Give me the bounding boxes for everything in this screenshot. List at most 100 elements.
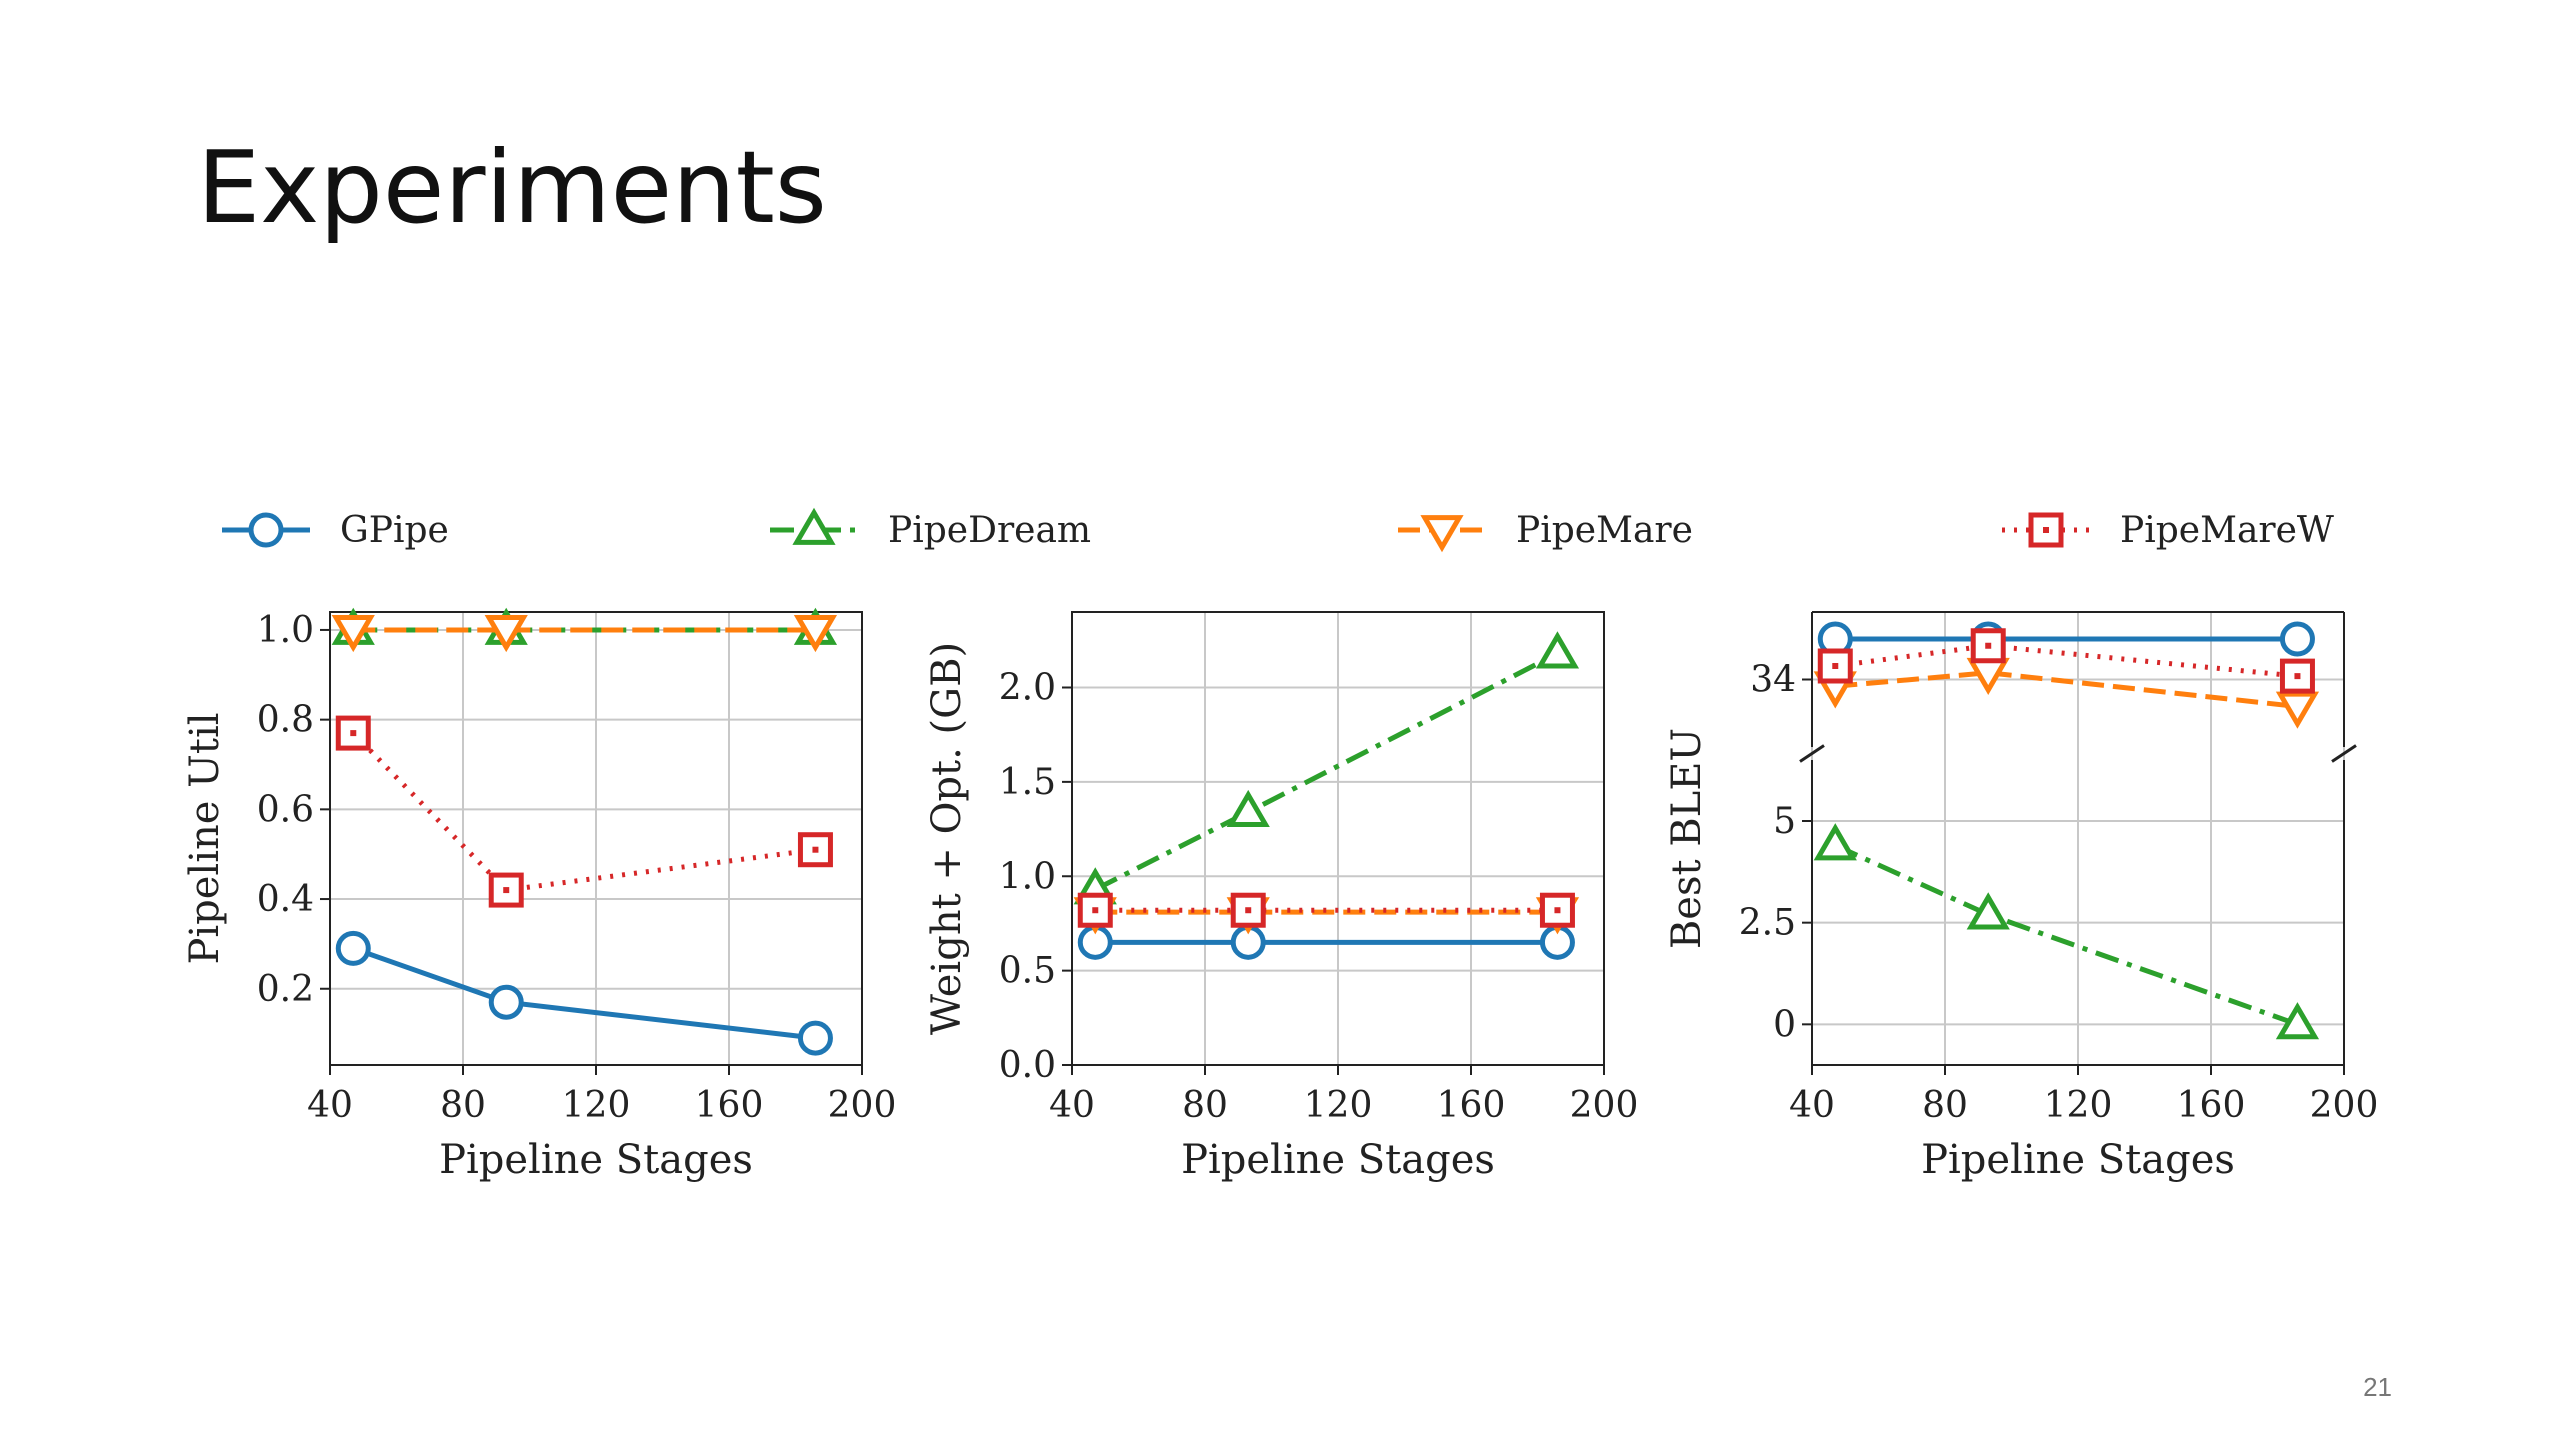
- series-gpipe: [1077, 924, 1575, 960]
- data-point: [488, 872, 524, 908]
- data-point-dot: [812, 846, 819, 853]
- series-pipemare: [331, 615, 838, 653]
- data-point: [2275, 1002, 2320, 1040]
- x-tick-label: 160: [695, 1085, 764, 1126]
- series-line: [352, 946, 816, 1041]
- y-tick-label: 5: [1773, 801, 1796, 842]
- series-line: [1094, 651, 1559, 892]
- series-line: [1834, 643, 2298, 679]
- series-pipemarew: [1077, 892, 1575, 928]
- y-tick-label: 0: [1773, 1004, 1796, 1045]
- legend-label: PipeMare: [1516, 510, 1693, 551]
- legend: GPipe PipeDream PipeMare PipeMareW: [222, 507, 2334, 553]
- y-tick-label: 2.5: [1739, 903, 1796, 944]
- legend-marker-triangle-down: [1420, 515, 1464, 553]
- data-point-dot: [350, 730, 357, 737]
- legend-label: GPipe: [340, 510, 449, 551]
- y-tick-label: 1.0: [257, 610, 314, 651]
- data-point: [1230, 892, 1266, 928]
- data-point: [1077, 892, 1113, 928]
- data-point: [335, 930, 371, 966]
- series-pipemare: [1813, 657, 2320, 729]
- data-point: [2275, 691, 2320, 729]
- legend-marker-triangle-up: [792, 507, 836, 545]
- x-tick-label: 120: [1304, 1085, 1373, 1126]
- y-tick-label: 1.0: [999, 856, 1056, 897]
- legend-item-pipemare: PipeMare: [1398, 510, 1693, 553]
- data-point: [1966, 892, 2010, 930]
- x-tick-label: 80: [1182, 1085, 1228, 1126]
- legend-marker-square-dot: [2043, 527, 2049, 533]
- plot-frame: [1071, 611, 1605, 1066]
- axis-break-mark: [2331, 744, 2357, 763]
- chart-panel-2: 40 80 120 160 200 0.0 0.5 1.0 1.5 2.0 Pipeline Sta…: [924, 611, 1639, 1183]
- x-tick-label: 40: [307, 1085, 353, 1126]
- x-axis-label: Pipeline Stages: [1181, 1137, 1495, 1183]
- data-point: [1813, 823, 1857, 861]
- y-tick-label: 34: [1750, 660, 1796, 701]
- y-tick-label: 0.5: [999, 951, 1056, 992]
- x-tick-label: 200: [2310, 1085, 2379, 1126]
- y-axis-label: Weight + Opt. (GB): [924, 642, 970, 1035]
- y-tick-label: 2.0: [999, 668, 1056, 709]
- series-pipedream: [1813, 823, 2320, 1040]
- data-point-dot: [1832, 663, 1839, 669]
- legend-item-pipemarew: PipeMareW: [2002, 510, 2334, 551]
- data-point: [484, 615, 528, 653]
- legend-marker-circle: [248, 512, 284, 548]
- data-point-dot: [1985, 642, 1992, 649]
- y-tick-label: 0.4: [257, 879, 314, 920]
- data-point: [793, 615, 838, 653]
- x-tick-label: 120: [2044, 1085, 2113, 1126]
- y-axis-label: Pipeline Util: [182, 712, 228, 964]
- legend-item-pipedream: PipeDream: [770, 507, 1091, 551]
- data-point-dot: [1092, 907, 1099, 914]
- y-tick-label: 0.8: [257, 700, 314, 741]
- chart-panel-1: 40 80 120 160 200 0.2 0.4 0.6 0.8 1.0 Pipeline Sta…: [182, 607, 897, 1183]
- y-tick-label: 0.2: [257, 969, 314, 1010]
- series-pipemarew: [1817, 628, 2315, 694]
- y-axis-label: Best BLEU: [1664, 728, 1710, 949]
- x-tick-label: 40: [1049, 1085, 1095, 1126]
- series-line: [1834, 843, 2299, 1027]
- y-tick-label: 0.6: [257, 789, 314, 830]
- data-point-dot: [1245, 907, 1252, 914]
- series-line: [1835, 670, 2298, 709]
- data-point: [2279, 621, 2315, 657]
- legend-item-gpipe: GPipe: [222, 510, 449, 551]
- x-axis-label: Pipeline Stages: [439, 1137, 753, 1183]
- data-point-dot: [503, 887, 510, 894]
- x-tick-label: 160: [1437, 1085, 1506, 1126]
- x-tick-label: 80: [1922, 1085, 1968, 1126]
- data-point: [797, 832, 833, 868]
- plot-frame: [329, 611, 863, 1066]
- y-tick-label: 0.0: [999, 1045, 1056, 1086]
- x-axis-label: Pipeline Stages: [1921, 1137, 2235, 1183]
- x-tick-label: 200: [1570, 1085, 1639, 1126]
- x-tick-label: 120: [562, 1085, 631, 1126]
- series-pipemare: [1073, 897, 1580, 935]
- x-tick-label: 80: [440, 1085, 486, 1126]
- series-pipedream: [1073, 631, 1580, 905]
- chart-panel-3: 40 80 120 160 200 Pipeline Stages Best BLEU 34 0…: [1664, 611, 2379, 1183]
- chart-panels: 40 80 120 160 200 0.2 0.4 0.6 0.8 1.0 Pipeline Sta…: [182, 607, 2379, 1183]
- axis-break-mark: [1799, 744, 1825, 763]
- data-point: [488, 984, 524, 1020]
- series-gpipe: [335, 930, 833, 1056]
- y-tick-label: 1.5: [999, 762, 1056, 803]
- data-point: [331, 615, 375, 653]
- legend-label: PipeDream: [888, 510, 1091, 551]
- series-gpipe: [1817, 621, 2315, 657]
- data-point-dot: [2294, 673, 2301, 680]
- page-number: 21: [2363, 1372, 2392, 1402]
- series-line: [351, 731, 816, 893]
- data-point: [797, 1020, 833, 1056]
- x-tick-label: 200: [828, 1085, 897, 1126]
- legend-label: PipeMareW: [2120, 510, 2334, 551]
- data-point-dot: [1554, 907, 1561, 914]
- slide-title: Experiments: [197, 129, 827, 246]
- series-pipemarew: [335, 715, 833, 908]
- x-tick-label: 40: [1789, 1085, 1835, 1126]
- data-point: [1535, 631, 1580, 669]
